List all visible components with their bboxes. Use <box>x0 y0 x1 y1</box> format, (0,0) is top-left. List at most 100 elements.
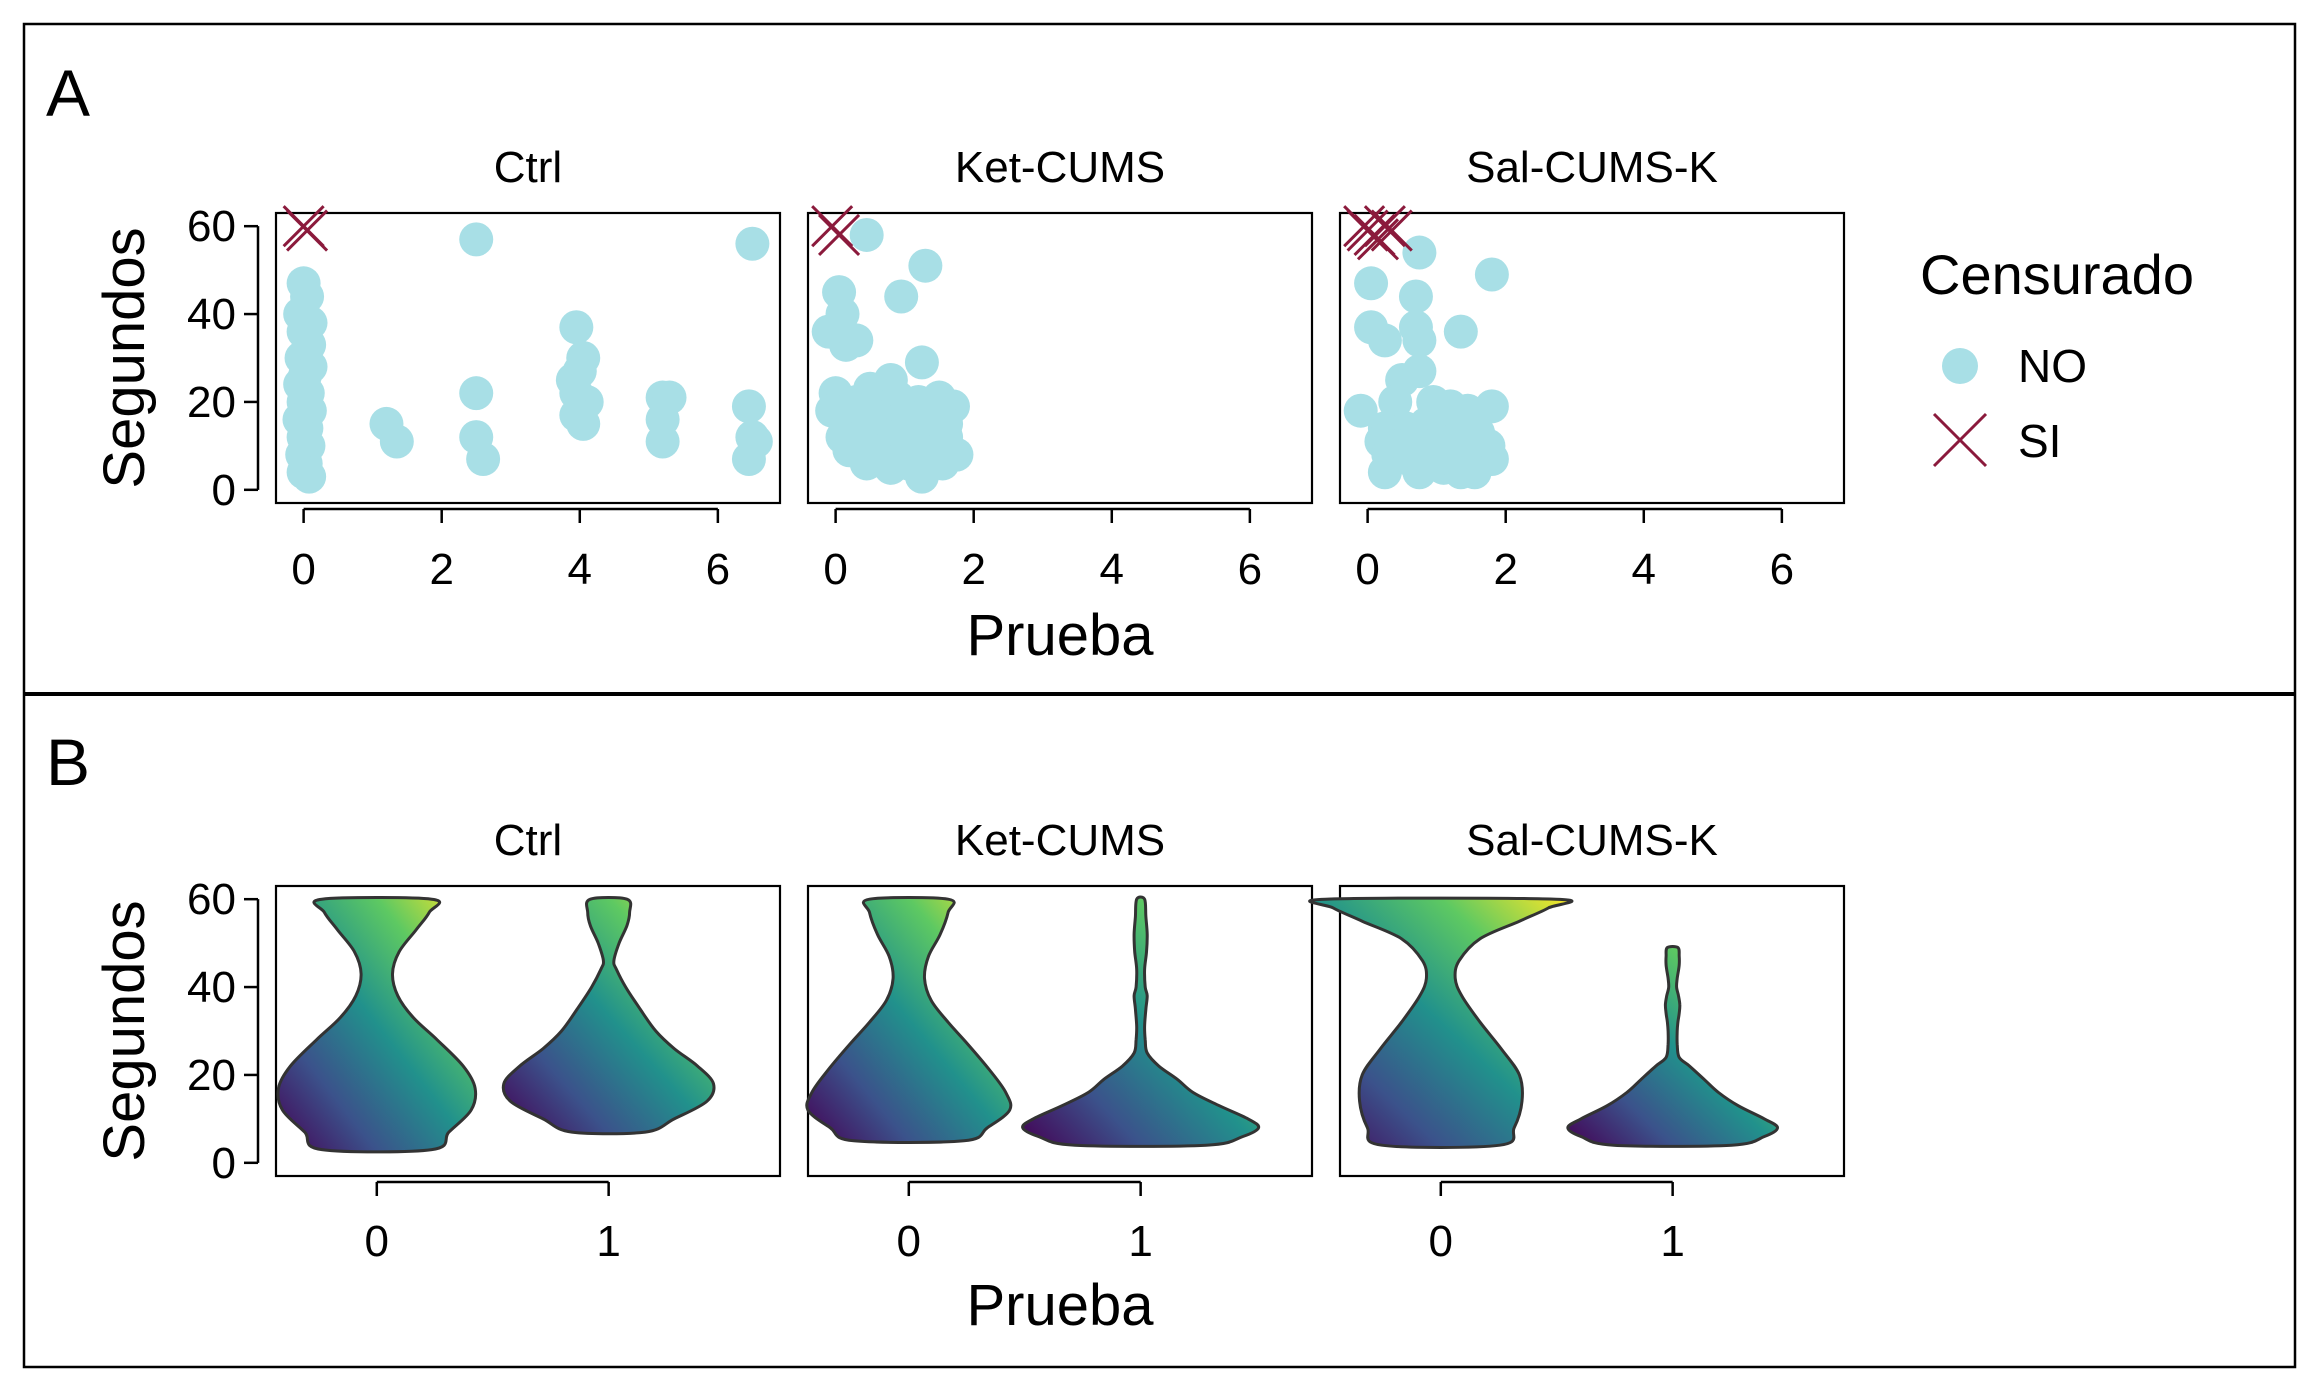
legend-label-si: SI <box>2018 415 2061 467</box>
scatter-point-si <box>1363 205 1406 248</box>
series-no-ctrl <box>282 222 773 494</box>
scatter-point-no <box>459 222 494 257</box>
scatter-point-no <box>849 217 884 252</box>
facet-frame <box>274 884 782 1178</box>
scatter-point-no <box>1378 384 1413 419</box>
facet-title-ctrl-a: Ctrl <box>494 143 562 192</box>
series-si-ctrl <box>282 205 329 252</box>
violin-ket-cums-0 <box>805 896 1013 1144</box>
scatter-point-no <box>1457 455 1492 490</box>
facet-frame <box>1338 884 1846 1178</box>
scatter-point-si <box>1346 209 1389 252</box>
violin-sal-cums-k-1 <box>1566 944 1779 1148</box>
legend-label-no: NO <box>2018 340 2087 392</box>
x-tick-label: 0 <box>823 545 847 594</box>
legend-marker-no <box>1942 348 1978 384</box>
scatter-point-no <box>1398 279 1433 314</box>
scatter-point-no <box>379 424 414 459</box>
scatter-point-no <box>1343 393 1378 428</box>
legend: Censurado NO SI <box>1920 243 2194 468</box>
x-tick-label: 4 <box>568 545 592 594</box>
x-tick-label: 1 <box>1660 1217 1684 1266</box>
y-tick-label: 20 <box>187 1051 236 1100</box>
facet-frame <box>1338 211 1846 505</box>
scatter-point-no <box>1402 235 1437 270</box>
scatter-point-no <box>566 406 601 441</box>
x-axis-label-a: Prueba <box>966 603 1154 668</box>
facet-title-sal-cums-k-b: Sal-CUMS-K <box>1466 816 1718 865</box>
scatter-point-no <box>731 389 766 424</box>
panel-letter-b: B <box>46 725 90 799</box>
facet-a-ket-cums: 0 2 4 6 <box>806 205 1314 594</box>
y-tick-label: 0 <box>212 466 236 515</box>
y-axis-b: 0 20 40 60 <box>187 875 260 1188</box>
x-tick-label: 0 <box>897 1217 921 1266</box>
scatter-point-si <box>286 209 329 252</box>
facet-title-ket-cums-a: Ket-CUMS <box>955 143 1165 192</box>
violin-ctrl-0 <box>276 896 478 1154</box>
facet-a-ctrl: 0 2 4 6 <box>274 205 782 594</box>
scatter-point-no <box>559 310 594 345</box>
series-si-ket-cums <box>811 205 861 257</box>
y-tick-label: 40 <box>187 290 236 339</box>
x-axis-label-b: Prueba <box>966 1273 1154 1338</box>
scatter-point-no <box>735 226 770 261</box>
facet-a-sal-cums-k: 0 2 4 6 <box>1338 205 1846 594</box>
x-tick-label: 6 <box>1770 545 1794 594</box>
y-tick-label: 60 <box>187 202 236 251</box>
scatter-point-no <box>904 345 939 380</box>
x-tick-label: 0 <box>365 1217 389 1266</box>
x-tick-label: 0 <box>1355 545 1379 594</box>
facet-title-sal-cums-k-a: Sal-CUMS-K <box>1466 143 1718 192</box>
scatter-point-si <box>818 213 861 257</box>
facet-title-ctrl-b: Ctrl <box>494 816 562 865</box>
facet-frame <box>806 211 1314 505</box>
scatter-point-no <box>1367 323 1402 358</box>
scatter-point-no <box>731 442 766 477</box>
scatter-point-no <box>292 459 327 494</box>
y-tick-label: 60 <box>187 875 236 924</box>
scatter-point-si <box>1370 209 1413 252</box>
scatter-point-no <box>884 279 919 314</box>
scatter-point-no <box>1474 257 1509 292</box>
x-tick-label: 4 <box>1100 545 1124 594</box>
scatter-point-no <box>1443 314 1478 349</box>
y-axis-a: 0 20 40 60 <box>187 202 260 515</box>
scatter-point-no <box>645 424 680 459</box>
violin-ket-cums-1 <box>1021 895 1261 1148</box>
facet-title-ket-cums-b: Ket-CUMS <box>955 816 1165 865</box>
x-tick-label: 4 <box>1632 545 1656 594</box>
scatter-point-no <box>1402 354 1437 389</box>
x-tick-label: 1 <box>596 1217 620 1266</box>
legend-marker-si <box>1932 412 1988 468</box>
violin-sal-cums-k-0 <box>1308 896 1574 1149</box>
scatter-point-no <box>1474 389 1509 424</box>
scatter-point-no <box>459 376 494 411</box>
scatter-point-no <box>904 459 939 494</box>
x-tick-label: 1 <box>1128 1217 1152 1266</box>
x-tick-label: 6 <box>706 545 730 594</box>
scatter-point-no <box>466 442 501 477</box>
y-axis-label-b: Segundos <box>92 900 157 1161</box>
facet-frame <box>806 884 1314 1178</box>
y-axis-label-a: Segundos <box>92 227 157 488</box>
legend-title: Censurado <box>1920 243 2194 306</box>
scatter-point-no <box>839 323 874 358</box>
series-no-ket-cums <box>811 217 974 494</box>
x-tick-label: 2 <box>429 545 453 594</box>
facet-frame <box>274 211 782 505</box>
scatter-point-no <box>1354 266 1389 301</box>
series-no-sal-cums-k <box>1343 235 1509 490</box>
violin-ctrl-1 <box>501 896 716 1136</box>
x-tick-label: 2 <box>961 545 985 594</box>
y-tick-label: 0 <box>212 1139 236 1188</box>
y-tick-label: 20 <box>187 378 236 427</box>
panel-letter-a: A <box>46 56 90 130</box>
x-tick-label: 6 <box>1238 545 1262 594</box>
x-tick-label: 0 <box>291 545 315 594</box>
